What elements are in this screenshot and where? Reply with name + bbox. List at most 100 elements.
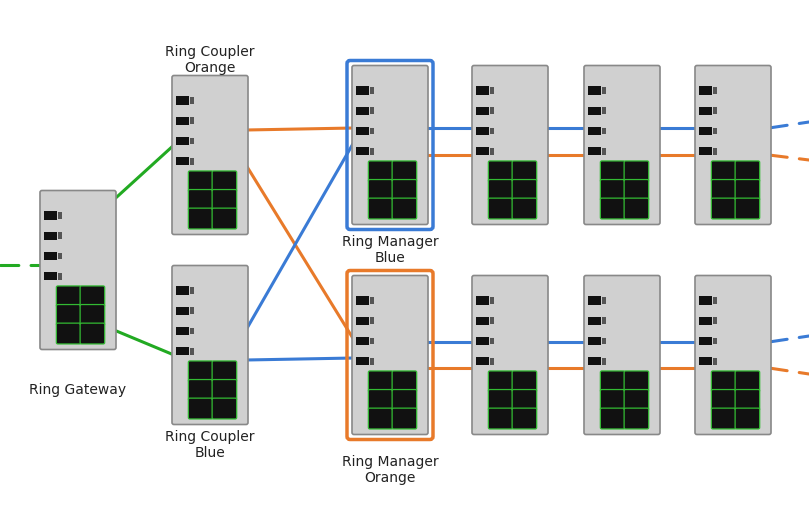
FancyBboxPatch shape: [212, 361, 237, 382]
Text: Ring Manager
Orange: Ring Manager Orange: [341, 455, 438, 485]
Bar: [476, 317, 489, 325]
Bar: [476, 106, 489, 115]
Bar: [490, 317, 494, 324]
FancyBboxPatch shape: [489, 198, 513, 219]
Bar: [356, 296, 369, 305]
Bar: [699, 317, 712, 325]
FancyBboxPatch shape: [188, 171, 213, 192]
Bar: [370, 338, 375, 345]
Bar: [44, 252, 57, 260]
Bar: [190, 348, 194, 354]
Bar: [699, 127, 712, 135]
FancyBboxPatch shape: [711, 161, 736, 182]
Bar: [713, 317, 718, 324]
FancyBboxPatch shape: [212, 189, 237, 210]
Bar: [713, 298, 718, 304]
FancyBboxPatch shape: [512, 389, 536, 410]
FancyBboxPatch shape: [600, 180, 625, 200]
FancyBboxPatch shape: [489, 389, 513, 410]
FancyBboxPatch shape: [600, 389, 625, 410]
FancyBboxPatch shape: [172, 76, 248, 234]
FancyBboxPatch shape: [512, 408, 536, 429]
Bar: [588, 337, 601, 346]
FancyBboxPatch shape: [212, 208, 237, 229]
FancyBboxPatch shape: [80, 286, 104, 307]
FancyBboxPatch shape: [624, 180, 649, 200]
Bar: [58, 212, 62, 219]
Bar: [58, 232, 62, 239]
Bar: [176, 287, 189, 295]
Bar: [490, 298, 494, 304]
Bar: [490, 128, 494, 135]
FancyBboxPatch shape: [600, 371, 625, 392]
Bar: [58, 253, 62, 259]
FancyBboxPatch shape: [80, 323, 104, 344]
FancyBboxPatch shape: [368, 198, 393, 219]
Bar: [356, 127, 369, 135]
FancyBboxPatch shape: [711, 389, 736, 410]
Text: Ring Coupler
Orange: Ring Coupler Orange: [165, 45, 255, 75]
Bar: [602, 108, 606, 114]
FancyBboxPatch shape: [512, 198, 536, 219]
FancyBboxPatch shape: [392, 371, 417, 392]
Bar: [176, 97, 189, 105]
Bar: [490, 108, 494, 114]
FancyBboxPatch shape: [172, 266, 248, 424]
FancyBboxPatch shape: [188, 398, 213, 419]
Bar: [356, 106, 369, 115]
FancyBboxPatch shape: [212, 398, 237, 419]
FancyBboxPatch shape: [392, 198, 417, 219]
FancyBboxPatch shape: [368, 408, 393, 429]
FancyBboxPatch shape: [489, 180, 513, 200]
Bar: [602, 317, 606, 324]
Bar: [713, 87, 718, 94]
Bar: [602, 358, 606, 364]
FancyBboxPatch shape: [512, 371, 536, 392]
Bar: [713, 128, 718, 135]
Bar: [588, 317, 601, 325]
Bar: [602, 298, 606, 304]
Bar: [370, 108, 375, 114]
Bar: [713, 338, 718, 345]
Bar: [588, 87, 601, 95]
Bar: [58, 273, 62, 280]
FancyBboxPatch shape: [624, 198, 649, 219]
Bar: [588, 106, 601, 115]
FancyBboxPatch shape: [624, 408, 649, 429]
FancyBboxPatch shape: [489, 371, 513, 392]
Bar: [370, 317, 375, 324]
Bar: [699, 337, 712, 346]
FancyBboxPatch shape: [489, 161, 513, 182]
Bar: [370, 87, 375, 94]
Bar: [602, 87, 606, 94]
Bar: [588, 296, 601, 305]
Bar: [176, 306, 189, 315]
Bar: [476, 147, 489, 156]
FancyBboxPatch shape: [57, 323, 81, 344]
Bar: [588, 127, 601, 135]
Bar: [699, 296, 712, 305]
FancyBboxPatch shape: [392, 161, 417, 182]
FancyBboxPatch shape: [188, 208, 213, 229]
FancyBboxPatch shape: [711, 198, 736, 219]
FancyBboxPatch shape: [489, 408, 513, 429]
Bar: [190, 307, 194, 314]
FancyBboxPatch shape: [472, 65, 548, 224]
Bar: [190, 138, 194, 145]
Bar: [490, 87, 494, 94]
Bar: [190, 158, 194, 164]
FancyBboxPatch shape: [368, 371, 393, 392]
Bar: [490, 148, 494, 155]
FancyBboxPatch shape: [368, 161, 393, 182]
FancyBboxPatch shape: [57, 304, 81, 325]
FancyBboxPatch shape: [188, 361, 213, 382]
FancyBboxPatch shape: [212, 379, 237, 400]
FancyBboxPatch shape: [735, 161, 760, 182]
FancyBboxPatch shape: [600, 161, 625, 182]
FancyBboxPatch shape: [368, 180, 393, 200]
FancyBboxPatch shape: [735, 198, 760, 219]
Bar: [44, 232, 57, 240]
FancyBboxPatch shape: [512, 161, 536, 182]
Bar: [602, 338, 606, 345]
Bar: [356, 317, 369, 325]
